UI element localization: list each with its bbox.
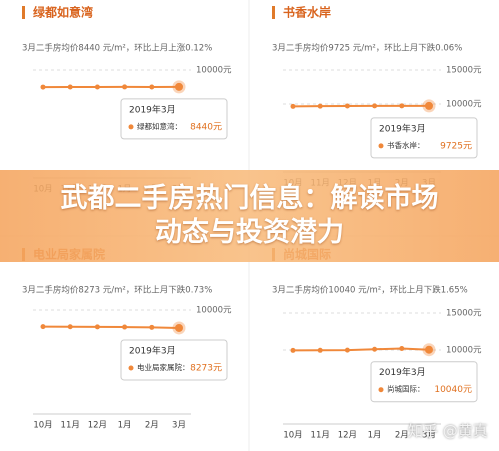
tooltip-title: 2019年3月 <box>129 103 176 115</box>
point <box>344 347 350 353</box>
chart-subtitle: 3月二手房均价9725 元/m²，环比上月下跌0.06% <box>272 43 462 54</box>
tooltip-label: 书香水岸： <box>387 140 425 150</box>
point <box>122 324 128 330</box>
x-tick-label: 12月 <box>338 431 357 441</box>
point <box>290 103 296 109</box>
tooltip-box <box>370 117 478 159</box>
x-tick-label: 12月 <box>88 421 107 431</box>
tooltip-value: 8273元 <box>190 363 222 373</box>
point <box>372 346 378 352</box>
point <box>372 103 378 109</box>
price-line <box>42 325 180 329</box>
point <box>94 324 100 330</box>
x-tick-label: 3月 <box>422 431 436 441</box>
tooltip-dot <box>378 387 384 393</box>
point <box>175 323 183 332</box>
y-tick-label: 10000元 <box>196 66 232 76</box>
x-tick-label: 10月 <box>283 431 302 441</box>
price-line <box>292 347 430 352</box>
point <box>67 324 73 330</box>
chart-title: 书香水岸 <box>283 5 331 20</box>
tooltip-box <box>120 339 228 381</box>
banner: 武都二手房热门信息：解读市场动态与投资潜力 <box>0 170 499 262</box>
point <box>40 324 46 330</box>
point <box>399 103 405 109</box>
x-tick-label: 1月 <box>118 421 132 431</box>
x-tick-label: 10月 <box>33 421 52 431</box>
y-tick-label: 10000元 <box>446 346 482 356</box>
tooltip-label: 绿都如意湾： <box>137 121 182 131</box>
point <box>40 84 46 90</box>
tooltip-title: 2019年3月 <box>379 366 426 378</box>
point <box>149 84 155 90</box>
chart-subtitle: 3月二手房均价10040 元/m²，环比上月下跌1.65% <box>272 285 468 296</box>
y-tick-label: 10000元 <box>196 306 232 316</box>
chart-subtitle: 3月二手房均价8273 元/m²，环比上月下跌0.73% <box>22 285 212 296</box>
tooltip-value: 9725元 <box>440 141 472 151</box>
point <box>425 345 433 354</box>
watermark: 知乎 @黄真 <box>408 422 488 440</box>
y-tick-label: 15000元 <box>446 309 482 319</box>
title-bar <box>22 6 25 19</box>
point <box>149 324 155 330</box>
chart-title: 绿都如意湾 <box>33 5 93 20</box>
x-tick-label: 11月 <box>311 431 330 441</box>
tooltip-box <box>370 361 478 403</box>
tooltip-label: 尚城国际： <box>387 384 425 394</box>
point <box>175 82 183 91</box>
point <box>425 101 433 110</box>
tooltip-value: 8440元 <box>190 122 222 132</box>
y-tick-label: 15000元 <box>446 66 482 76</box>
point <box>290 347 296 353</box>
point <box>317 347 323 353</box>
tooltip-dot <box>378 143 384 149</box>
x-tick-label: 2月 <box>395 431 409 441</box>
point <box>344 103 350 109</box>
banner-title: 武都二手房热门信息：解读市场动态与投资潜力 <box>60 183 439 248</box>
tooltip-title: 2019年3月 <box>379 122 426 134</box>
title-bar <box>272 6 275 19</box>
tooltip-dot <box>128 124 134 130</box>
tooltip-title: 2019年3月 <box>129 344 176 356</box>
point <box>94 84 100 90</box>
point <box>317 103 323 109</box>
x-tick-label: 1月 <box>368 431 382 441</box>
point <box>122 84 128 90</box>
tooltip-box <box>120 98 228 140</box>
tooltip-value: 10040元 <box>434 385 472 395</box>
x-tick-label: 3月 <box>172 421 186 431</box>
chart-subtitle: 3月二手房均价8440 元/m²，环比上月上涨0.12% <box>22 43 212 54</box>
x-tick-label: 11月 <box>61 421 80 431</box>
point <box>399 345 405 351</box>
tooltip-label: 电业局家属院： <box>137 362 190 372</box>
point <box>67 84 73 90</box>
x-tick-label: 2月 <box>145 421 159 431</box>
tooltip-dot <box>128 365 134 371</box>
price-line <box>292 104 430 108</box>
y-tick-label: 10000元 <box>446 100 482 110</box>
